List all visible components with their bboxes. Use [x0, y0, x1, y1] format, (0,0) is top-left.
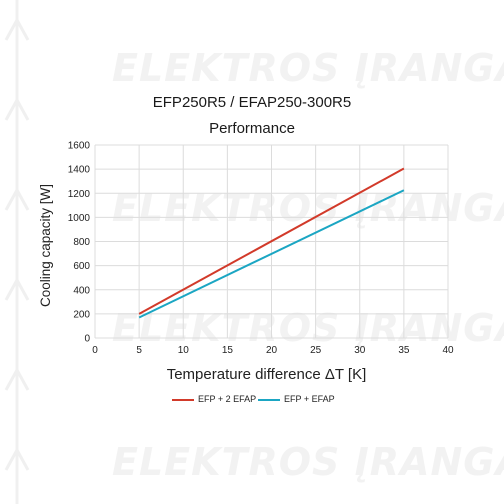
- legend-swatch: [172, 399, 194, 401]
- x-tick-label: 5: [136, 345, 142, 356]
- x-tick-label: 35: [398, 345, 410, 356]
- y-tick-label: 1400: [68, 165, 91, 176]
- series-line-1: [138, 189, 405, 319]
- y-tick-label: 1000: [68, 213, 91, 224]
- legend-swatch: [258, 399, 280, 401]
- y-tick-label: 1200: [68, 189, 91, 200]
- x-tick-label: 0: [92, 345, 98, 356]
- y-tick-label: 0: [84, 334, 90, 345]
- y-tick-label: 200: [73, 309, 90, 320]
- y-tick-label: 400: [73, 285, 90, 296]
- watermark-text: ELEKTROS ĮRANGA: [112, 440, 504, 484]
- watermark-side-ornament: [4, 0, 30, 504]
- y-tick-label: 1600: [68, 141, 91, 152]
- x-tick-label: 40: [442, 345, 454, 356]
- watermark-text: ELEKTROS ĮRANGA: [112, 46, 504, 90]
- y-tick-label: 800: [73, 237, 90, 248]
- x-tick-label: 15: [222, 345, 234, 356]
- legend-label: EFP + EFAP: [284, 394, 335, 404]
- legend-label: EFP + 2 EFAP: [198, 394, 257, 404]
- chart-subtitle: Performance: [209, 120, 295, 137]
- x-tick-label: 10: [178, 345, 190, 356]
- chart-title: EFP250R5 / EFAP250-300R5: [152, 94, 352, 111]
- y-axis-label: Cooling capacity [W]: [38, 184, 53, 307]
- x-tick-label: 30: [354, 345, 366, 356]
- y-tick-label: 600: [73, 261, 90, 272]
- series-line-0: [138, 167, 405, 315]
- watermark-text: ELEKTROS ĮRANGA: [112, 306, 504, 350]
- x-axis-label: Temperature difference ΔT [K]: [167, 366, 367, 383]
- x-tick-label: 20: [266, 345, 278, 356]
- x-tick-label: 25: [310, 345, 322, 356]
